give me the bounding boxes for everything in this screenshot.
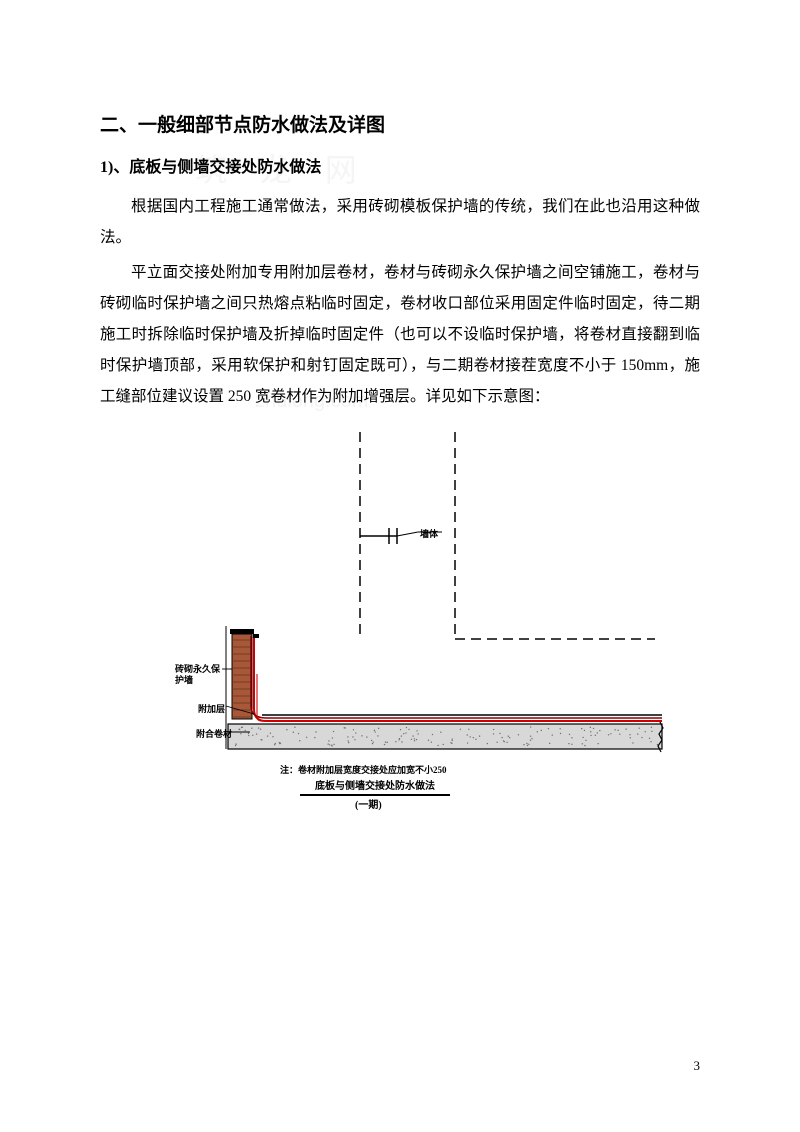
label-joint: 墙体 <box>420 527 438 540</box>
label-bottom: 附合卷材 <box>196 727 232 740</box>
subsection-title: 1)、底板与侧墙交接处防水做法 <box>100 153 700 177</box>
diagram-svg <box>170 424 670 774</box>
page-number: 3 <box>694 1058 701 1074</box>
paragraph-2: 平立面交接处附加专用附加层卷材，卷材与砖砌永久保护墙之间空铺施工，卷材与砖砌临时… <box>100 257 700 412</box>
caption-main-text: 底板与侧墙交接处防水做法 <box>315 781 435 792</box>
paragraph-1: 根据国内工程施工通常做法，采用砖砌模板保护墙的传统，我们在此也沿用这种做法。 <box>100 191 700 253</box>
diagram-subcaption: (一期) <box>355 796 382 811</box>
technical-diagram: 墙体 砖砌永久保护墙 附加层 附合卷材 注：卷材附加层宽度交接处应加宽不小250… <box>170 424 670 834</box>
diagram-caption: 底板与侧墙交接处防水做法 <box>300 777 450 796</box>
section-title: 二、一般细部节点防水做法及详图 <box>100 110 700 137</box>
diagram-note: 注：卷材附加层宽度交接处应加宽不小250 <box>280 763 447 776</box>
label-layer: 附加层 <box>198 702 225 715</box>
label-wall: 砖砌永久保护墙 <box>175 664 225 686</box>
page-content: 二、一般细部节点防水做法及详图 1)、底板与侧墙交接处防水做法 根据国内工程施工… <box>0 0 800 874</box>
